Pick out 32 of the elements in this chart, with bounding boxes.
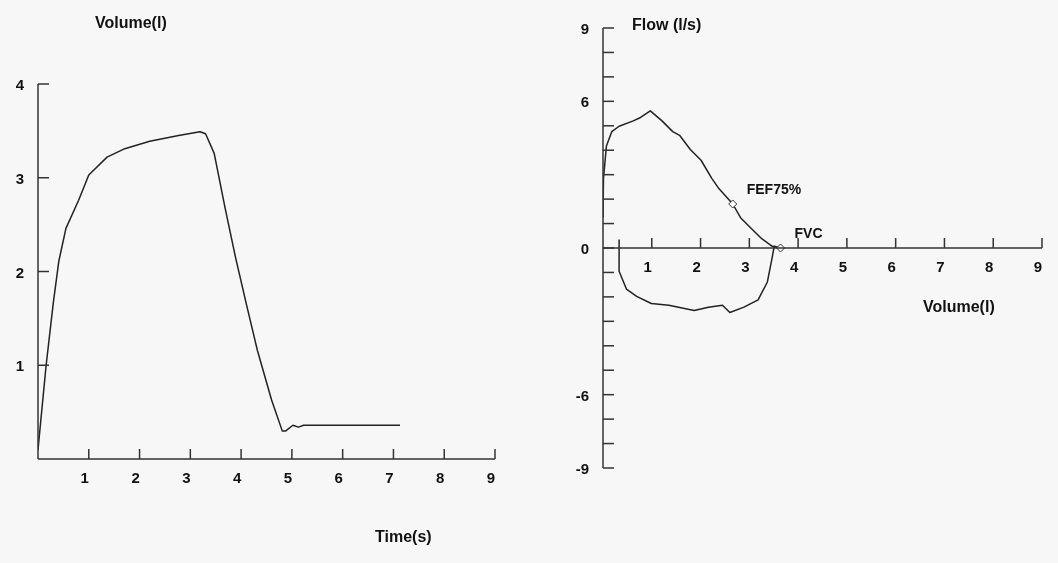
y-axis-title: Flow (l/s): [632, 16, 702, 34]
y-tick-label: 9: [580, 20, 589, 37]
x-tick-label: 9: [486, 469, 496, 486]
x-tick-label: 9: [1033, 258, 1043, 275]
x-tick-label: 6: [334, 469, 343, 486]
y-axis-title: Volume(l): [95, 14, 167, 32]
x-tick-label: 3: [182, 469, 191, 486]
x-tick-label: 5: [838, 258, 848, 275]
x-tick-label: 1: [80, 469, 89, 486]
y-tick-label: 6: [580, 93, 589, 111]
x-tick-label: 2: [131, 469, 140, 486]
x-tick-label: 7: [385, 469, 394, 486]
y-tick-label: 4: [15, 76, 25, 93]
annotation: FVC: [794, 225, 823, 241]
x-tick-label: 3: [741, 258, 750, 275]
x-tick-label: 8: [985, 258, 994, 275]
x-tick-label: 7: [936, 258, 945, 275]
y-tick-label: -9: [575, 460, 589, 477]
y-tick-label: 0: [580, 240, 589, 257]
y-tick-label: -6: [575, 386, 589, 404]
y-tick-label: 1: [15, 357, 24, 375]
x-tick-label: 8: [436, 469, 445, 486]
x-tick-label: 4: [789, 258, 799, 275]
annotation: FEF75%: [746, 181, 802, 197]
x-tick-label: 4: [232, 469, 242, 486]
x-tick-label: 5: [283, 469, 293, 486]
x-tick-label: 6: [887, 258, 896, 275]
x-tick-label: 1: [643, 258, 652, 275]
x-tick-label: 2: [692, 258, 701, 275]
y-tick-label: 3: [15, 169, 24, 187]
x-axis-title: Time(s): [375, 528, 432, 546]
x-axis-title: Volume(l): [923, 298, 995, 316]
